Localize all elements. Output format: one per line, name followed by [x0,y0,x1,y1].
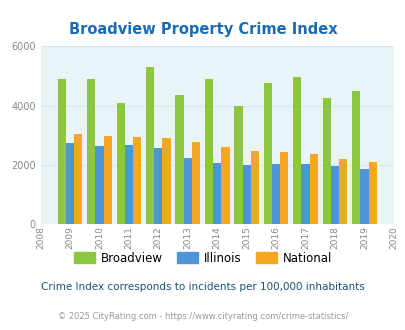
Bar [271,163,279,224]
Bar [221,147,229,224]
Bar [301,164,309,224]
Bar [66,143,74,224]
Bar [103,136,111,224]
Bar [242,165,250,224]
Bar [146,67,154,224]
Bar [309,154,317,224]
Bar [87,79,95,224]
Bar [133,137,141,224]
Bar [154,148,162,224]
Bar [338,159,346,224]
Bar [279,152,288,224]
Bar [330,167,338,224]
Bar [58,79,66,224]
Text: © 2025 CityRating.com - https://www.cityrating.com/crime-statistics/: © 2025 CityRating.com - https://www.city… [58,312,347,321]
Bar [192,143,200,224]
Bar [322,98,330,224]
Bar [234,106,242,224]
Bar [213,163,221,224]
Text: Broadview Property Crime Index: Broadview Property Crime Index [68,22,337,37]
Bar [368,162,376,224]
Bar [162,138,170,224]
Bar [351,91,359,224]
Legend: Broadview, Illinois, National: Broadview, Illinois, National [69,247,336,269]
Bar [359,169,368,224]
Bar [124,145,133,224]
Bar [263,83,271,224]
Bar [292,77,301,224]
Bar [175,95,183,224]
Bar [250,151,258,224]
Bar [205,79,213,224]
Bar [74,134,82,224]
Text: Crime Index corresponds to incidents per 100,000 inhabitants: Crime Index corresponds to incidents per… [41,282,364,292]
Bar [95,146,103,224]
Bar [183,158,192,224]
Bar [116,103,124,224]
